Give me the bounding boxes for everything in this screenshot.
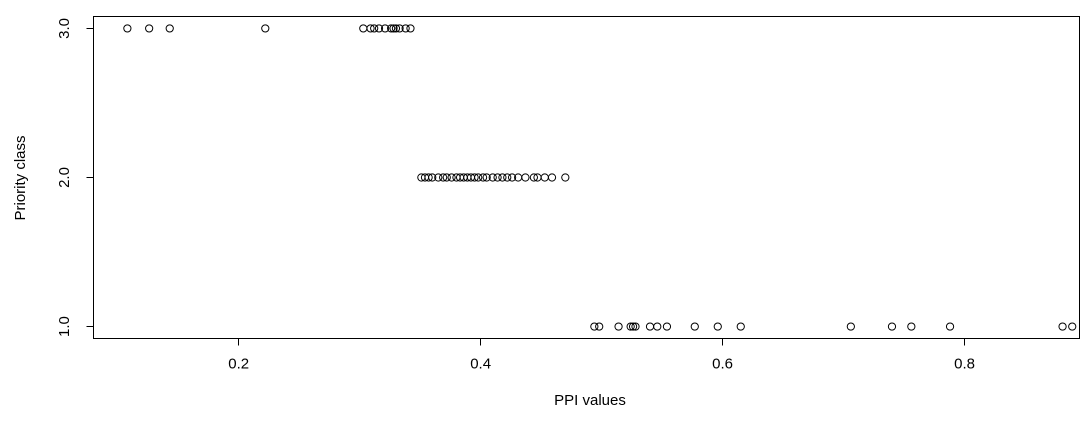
data-point bbox=[439, 173, 448, 182]
data-point bbox=[736, 322, 745, 331]
data-point bbox=[521, 173, 530, 182]
y-axis-title: Priority class bbox=[12, 135, 29, 220]
data-point bbox=[1058, 322, 1067, 331]
data-point bbox=[424, 173, 433, 182]
data-point bbox=[359, 24, 368, 33]
data-point bbox=[370, 24, 379, 33]
data-point bbox=[428, 173, 437, 182]
data-point bbox=[165, 24, 174, 33]
data-point bbox=[595, 322, 604, 331]
data-point bbox=[887, 322, 897, 331]
data-point bbox=[123, 24, 132, 33]
data-point bbox=[645, 322, 655, 331]
data-point bbox=[626, 322, 635, 331]
data-point bbox=[529, 173, 538, 182]
y-tick-label: 2.0 bbox=[56, 167, 73, 188]
data-point bbox=[482, 173, 491, 182]
data-point bbox=[395, 24, 404, 33]
x-tick-label: 0.6 bbox=[712, 356, 733, 373]
data-point bbox=[470, 173, 479, 182]
data-point bbox=[478, 173, 488, 182]
x-axis: 0.2 0.4 0.6 0.8 bbox=[228, 338, 975, 373]
data-point bbox=[488, 173, 497, 182]
y-tick-label: 3.0 bbox=[56, 18, 73, 39]
x-tick-label: 0.8 bbox=[954, 356, 975, 373]
data-point bbox=[713, 322, 722, 331]
y-axis: 1.0 2.0 3.0 bbox=[56, 18, 94, 337]
data-point bbox=[540, 173, 549, 182]
data-point bbox=[389, 24, 398, 33]
data-point bbox=[145, 24, 154, 33]
x-tick-label: 0.2 bbox=[228, 356, 249, 373]
data-point bbox=[261, 24, 270, 33]
data-point bbox=[945, 322, 955, 331]
data-point bbox=[406, 24, 415, 33]
data-point bbox=[447, 173, 456, 182]
data-point bbox=[401, 24, 410, 33]
data-point bbox=[366, 24, 375, 33]
data-point bbox=[907, 322, 916, 331]
data-point bbox=[1068, 322, 1077, 331]
data-point bbox=[590, 322, 599, 331]
data-points bbox=[123, 24, 1077, 331]
y-tick-label: 1.0 bbox=[56, 316, 73, 337]
data-point bbox=[653, 322, 662, 331]
data-point bbox=[391, 24, 401, 33]
data-point bbox=[628, 322, 638, 331]
data-point bbox=[547, 173, 557, 182]
data-point bbox=[380, 24, 390, 33]
data-point bbox=[442, 173, 451, 182]
data-point bbox=[498, 173, 507, 182]
data-point bbox=[662, 322, 672, 331]
data-point bbox=[507, 173, 517, 182]
plot-area-box bbox=[93, 16, 1080, 339]
data-point bbox=[474, 173, 483, 182]
data-point bbox=[387, 24, 396, 33]
data-point bbox=[561, 173, 570, 182]
data-point bbox=[493, 173, 502, 182]
data-point bbox=[690, 322, 699, 331]
data-point bbox=[374, 24, 384, 33]
data-point bbox=[434, 173, 443, 182]
data-point bbox=[503, 173, 512, 182]
data-point bbox=[614, 322, 623, 331]
x-tick-label: 0.4 bbox=[470, 356, 491, 373]
x-axis-title: PPI values bbox=[554, 392, 626, 409]
data-point bbox=[846, 322, 855, 331]
data-point bbox=[631, 322, 640, 331]
